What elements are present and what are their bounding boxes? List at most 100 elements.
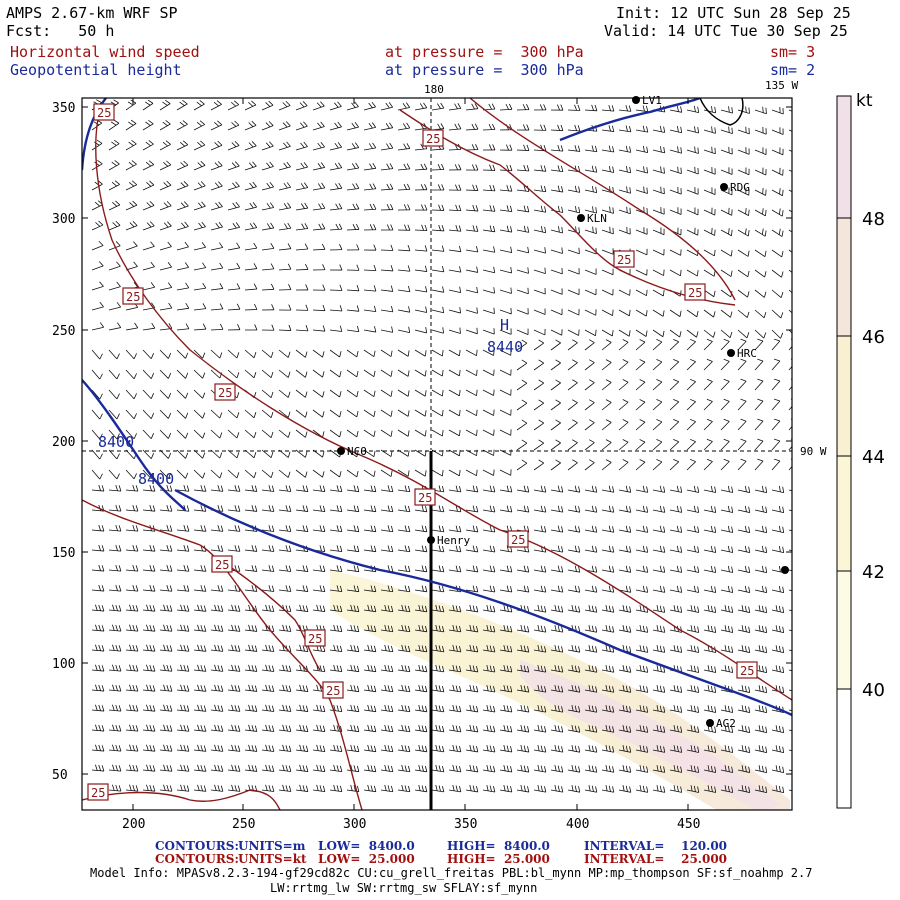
speed-label: 25 xyxy=(308,632,322,646)
station-marker xyxy=(720,183,728,191)
map-axes: 200 250 300 350 400 450 350 300 250 200 150 100 50 xyxy=(52,98,792,832)
field2-level: at pressure = 300 hPa xyxy=(385,61,584,79)
forecast-hour: Fcst: 50 h xyxy=(6,22,115,40)
colorbar-segment xyxy=(837,456,851,571)
speed-label-box xyxy=(507,530,529,548)
speed-label-box xyxy=(422,129,444,147)
station-label: HRC xyxy=(737,347,757,360)
speed-label: 25 xyxy=(91,786,105,800)
footer-speed-high: HIGH= 25.000 xyxy=(447,852,550,866)
field1-name: Horizontal wind speed xyxy=(10,43,200,61)
footer-speed-low: LOW= 25.000 xyxy=(318,852,415,866)
speed-label-box xyxy=(214,383,236,401)
x-tick-label: 350 xyxy=(454,817,477,832)
speed-labels: 25 25 25 25 25 25 25 25 25 25 25 25 25 xyxy=(87,103,758,801)
height-contours xyxy=(82,98,792,717)
speed-label: 25 xyxy=(617,253,631,267)
station-marker-edge xyxy=(781,566,789,574)
wind-barbs xyxy=(91,99,792,794)
colorbar-tick-label: 42 xyxy=(862,562,885,583)
x-tick-label: 250 xyxy=(232,817,255,832)
colorbar: 48 46 44 42 40 xyxy=(836,95,885,809)
model-info-2: LW:rrtmg_lw SW:rrtmg_sw SFLAY:sf_mynn xyxy=(270,881,538,895)
y-tick-label: 300 xyxy=(52,212,75,227)
footer-height-label: CONTOURS: xyxy=(155,839,239,853)
colorbar-frame xyxy=(836,95,852,809)
speed-label-box xyxy=(211,555,233,573)
model-title: AMPS 2.67-km WRF SP xyxy=(6,4,178,22)
coastline xyxy=(699,98,744,126)
wind-speed-shading xyxy=(330,570,790,810)
speed-label-box xyxy=(613,250,635,268)
high-pressure-marker: H xyxy=(500,316,509,334)
speed-label: 25 xyxy=(511,533,525,547)
station-marker xyxy=(337,447,345,455)
colorbar-segment xyxy=(837,218,851,336)
y-tick-label: 250 xyxy=(52,324,75,339)
colorbar-segment xyxy=(837,571,851,689)
speed-label-box xyxy=(684,283,706,301)
station-label: RDG xyxy=(730,181,750,194)
field2-name: Geopotential height xyxy=(10,61,182,79)
valid-time: Valid: 14 UTC Tue 30 Sep 25 xyxy=(604,22,848,40)
speed-label-box xyxy=(122,287,144,305)
colorbar-tick-label: 44 xyxy=(862,447,885,468)
footer-height-low: LOW= 8400.0 xyxy=(318,839,415,853)
model-info: Model Info: MPASv8.2.3-194-gf29cd82c CU:… xyxy=(90,866,813,880)
colorbar-tick-label: 40 xyxy=(862,680,885,701)
speed-label: 25 xyxy=(418,491,432,505)
lon-label-135w: 135 W xyxy=(765,79,798,92)
footer-speed-units: UNITS=kt xyxy=(238,852,307,866)
colorbar-segment xyxy=(837,689,851,808)
station-label: KLN xyxy=(587,212,607,225)
footer-speed-interval: INTERVAL= 25.000 xyxy=(584,852,728,866)
station-marker xyxy=(727,349,735,357)
x-tick-label: 200 xyxy=(122,817,145,832)
field1-level: at pressure = 300 hPa xyxy=(385,43,584,61)
lon-label-180: 180 xyxy=(424,83,444,96)
speed-label: 25 xyxy=(740,664,754,678)
station-marker xyxy=(577,214,585,222)
speed-label: 25 xyxy=(215,558,229,572)
footer-speed-label: CONTOURS: xyxy=(155,852,239,866)
speed-label-box xyxy=(304,629,326,647)
footer-height-units: UNITS=m xyxy=(238,839,306,853)
colorbar-unit: kt xyxy=(856,91,873,111)
field2-smoothing: sm= 2 xyxy=(770,61,816,79)
map-frame xyxy=(81,97,793,811)
height-label-8400-b: 8400 xyxy=(138,470,174,488)
speed-label-box xyxy=(87,783,109,801)
colorbar-segment xyxy=(837,96,851,218)
stations: LV1 RDG KLN HRC NCO Henry AG2 xyxy=(337,94,789,730)
y-tick-label: 50 xyxy=(52,768,68,783)
x-tick-label: 450 xyxy=(677,817,700,832)
speed-label-box xyxy=(322,681,344,699)
station-label: AG2 xyxy=(716,717,736,730)
height-label-8400-a: 8400 xyxy=(98,433,134,451)
y-tick-label: 200 xyxy=(52,435,75,450)
speed-label: 25 xyxy=(97,106,111,120)
colorbar-segment xyxy=(837,336,851,456)
speed-label-box xyxy=(93,103,115,121)
speed-label: 25 xyxy=(426,132,440,146)
speed-label: 25 xyxy=(218,386,232,400)
station-marker xyxy=(706,719,714,727)
y-tick-label: 350 xyxy=(52,101,75,116)
high-pressure-value: 8440 xyxy=(487,338,523,356)
station-label: Henry xyxy=(437,534,470,547)
x-tick-label: 300 xyxy=(343,817,366,832)
y-tick-label: 100 xyxy=(52,657,75,672)
station-marker xyxy=(427,536,435,544)
colorbar-tick-label: 46 xyxy=(862,327,885,348)
station-label: NCO xyxy=(347,445,367,458)
wind-speed-contours xyxy=(82,98,792,810)
station-label: LV1 xyxy=(642,94,662,107)
footer-height-interval: INTERVAL= 120.00 xyxy=(584,839,728,853)
init-time: Init: 12 UTC Sun 28 Sep 25 xyxy=(616,4,851,22)
station-marker xyxy=(632,96,640,104)
x-tick-label: 400 xyxy=(566,817,589,832)
footer-height-high: HIGH= 8400.0 xyxy=(447,839,550,853)
speed-label: 25 xyxy=(688,286,702,300)
y-tick-label: 150 xyxy=(52,546,75,561)
